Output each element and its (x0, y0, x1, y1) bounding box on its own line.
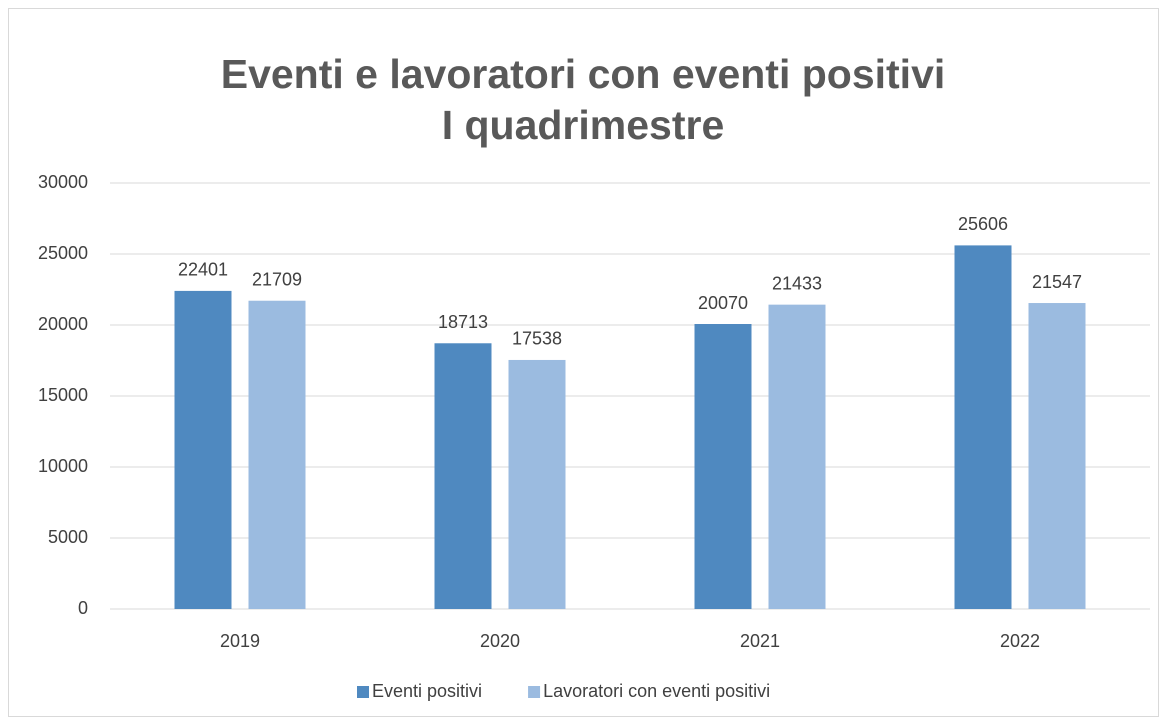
data-label: 20070 (698, 293, 748, 313)
data-label: 25606 (958, 214, 1008, 234)
legend-label: Lavoratori con eventi positivi (543, 681, 770, 701)
y-tick-label: 10000 (38, 456, 88, 476)
data-label: 17538 (512, 329, 562, 349)
y-tick-label: 20000 (38, 314, 88, 334)
y-tick-label: 15000 (38, 385, 88, 405)
x-tick-label: 2021 (740, 631, 780, 651)
y-tick-label: 0 (78, 598, 88, 618)
bar (508, 359, 566, 609)
legend-swatch (528, 686, 541, 698)
data-label: 21433 (772, 273, 822, 293)
bar (248, 300, 306, 609)
data-label: 18713 (438, 312, 488, 332)
bar (768, 304, 826, 609)
bar (694, 324, 752, 609)
x-tick-label: 2020 (480, 631, 520, 651)
data-label: 21709 (252, 269, 302, 289)
legend-label: Eventi positivi (372, 681, 482, 701)
chart-title: Eventi e lavoratori con eventi positivi (221, 51, 946, 97)
bar (1028, 303, 1086, 609)
bar (174, 290, 232, 609)
x-tick-label: 2022 (1000, 631, 1040, 651)
bar (434, 343, 492, 609)
bar (954, 245, 1012, 609)
legend-swatch (357, 686, 369, 698)
y-tick-label: 30000 (38, 172, 88, 192)
data-label: 22401 (178, 260, 228, 280)
x-tick-label: 2019 (220, 631, 260, 651)
y-tick-label: 25000 (38, 243, 88, 263)
data-label: 21547 (1032, 272, 1082, 292)
chart-title: I quadrimestre (442, 102, 725, 148)
y-tick-label: 5000 (48, 527, 88, 547)
